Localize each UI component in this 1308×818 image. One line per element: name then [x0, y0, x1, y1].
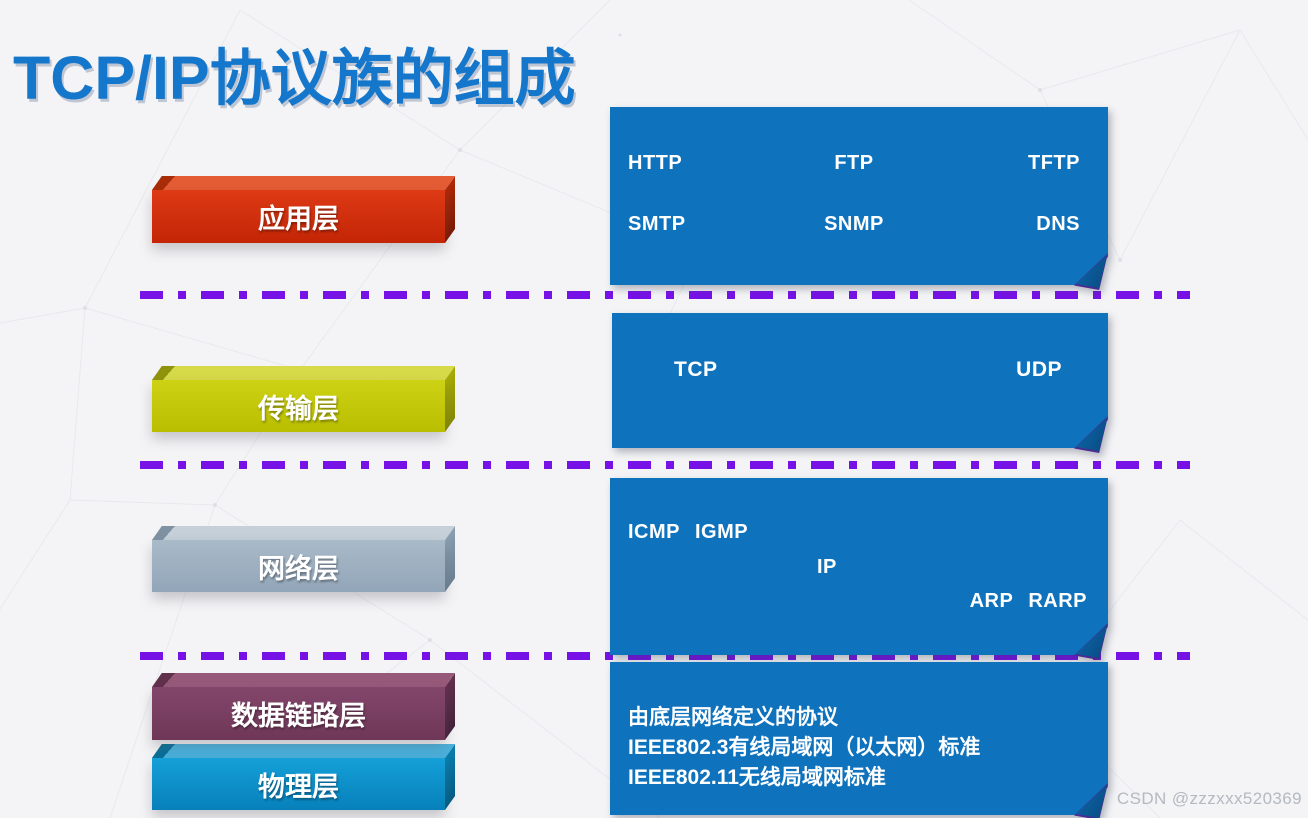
- datalink-note-line-1: 由底层网络定义的协议: [628, 706, 838, 729]
- layer-label-network: 网络层: [152, 540, 445, 592]
- layer-box-top-face: [152, 176, 455, 190]
- slide-title: TCP/IP协议族的组成: [13, 44, 576, 112]
- layer-box-physical: 物理层: [152, 743, 455, 810]
- protocol-label-tcp: TCP: [674, 358, 718, 381]
- layer-label-datalink: 数据链路层: [152, 687, 445, 740]
- protocol-label-http: HTTP: [628, 152, 683, 174]
- protocol-label-smtp: SMTP: [628, 213, 686, 235]
- protocol-note-datalink: 由底层网络定义的协议 IEEE802.3有线局域网（以太网）标准 IEEE802…: [610, 662, 1108, 818]
- protocol-label-icmp: ICMP: [628, 521, 680, 543]
- protocol-note-application: HTTP FTP TFTP SMTP SNMP DNS: [610, 107, 1108, 290]
- layer-box-datalink: 数据链路层: [152, 672, 455, 740]
- note-sheet: [610, 478, 1108, 655]
- layer-box-top-face: [152, 744, 455, 758]
- layer-box-top-face: [152, 673, 455, 687]
- protocol-label-igmp: IGMP: [695, 521, 749, 543]
- protocol-label-snmp: SNMP: [824, 213, 884, 235]
- protocol-label-udp: UDP: [1016, 358, 1062, 381]
- layer-divider-2: [140, 461, 1190, 469]
- protocol-note-network: ICMP IGMP IP ARP RARP: [610, 478, 1108, 660]
- note-sheet: [610, 662, 1108, 815]
- layer-box-network: 网络层: [152, 525, 455, 592]
- watermark: CSDN @zzzxxx520369: [1116, 789, 1302, 808]
- protocol-label-dns: DNS: [1036, 213, 1080, 235]
- layer-box-transport: 传输层: [152, 365, 455, 432]
- note-sheet: [612, 313, 1108, 448]
- layer-divider-3: [140, 652, 1190, 660]
- layer-box-top-face: [152, 366, 455, 380]
- datalink-note-line-3: IEEE802.11无线局域网标准: [628, 766, 886, 789]
- protocol-label-arp: ARP: [969, 590, 1014, 612]
- protocol-label-rarp: RARP: [1028, 590, 1087, 612]
- protocol-label-ftp: FTP: [834, 152, 874, 174]
- protocol-note-transport: TCP UDP: [612, 313, 1108, 453]
- protocol-label-ip: IP: [817, 556, 837, 578]
- layer-label-transport: 传输层: [152, 380, 445, 432]
- layer-label-application: 应用层: [152, 190, 445, 243]
- layer-box-application: 应用层: [152, 175, 455, 243]
- layer-divider-1: [140, 291, 1190, 299]
- layer-box-top-face: [152, 526, 455, 540]
- datalink-note-line-2: IEEE802.3有线局域网（以太网）标准: [628, 736, 981, 759]
- protocol-label-tftp: TFTP: [1028, 152, 1080, 174]
- note-sheet: [610, 107, 1108, 285]
- layer-label-physical: 物理层: [152, 758, 445, 810]
